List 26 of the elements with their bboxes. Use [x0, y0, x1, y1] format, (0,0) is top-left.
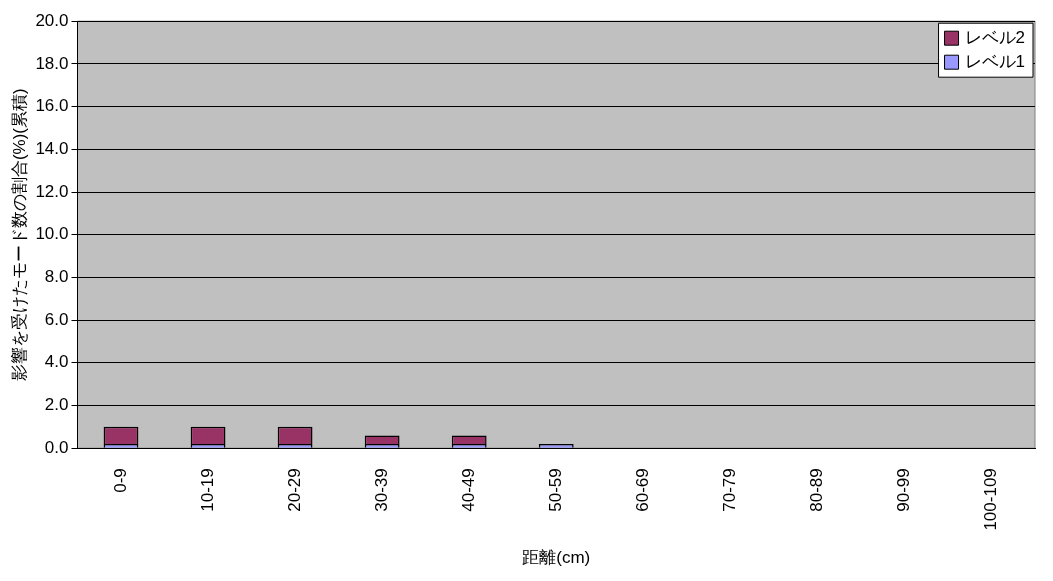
y-tick-label: 12.0 — [35, 181, 69, 201]
y-axis-title: 影響を受けたモード数の割合(%)(累積) — [9, 88, 29, 382]
x-tick-label: 100-109 — [981, 468, 1001, 531]
y-tick-label: 0.0 — [44, 437, 69, 457]
legend-label: レベル1 — [964, 51, 1026, 71]
x-tick-label: 10-19 — [197, 468, 217, 512]
y-tick-label: 6.0 — [44, 309, 69, 329]
x-tick-label: 90-99 — [894, 468, 914, 512]
legend-label: レベル2 — [964, 27, 1026, 47]
x-tick-label: 80-89 — [807, 468, 827, 512]
y-tick-label: 8.0 — [44, 267, 69, 287]
x-tick-label: 40-49 — [458, 468, 478, 512]
y-tick-label: 4.0 — [44, 352, 69, 372]
x-tick-label: 50-59 — [545, 468, 565, 512]
y-tick-label: 20.0 — [35, 10, 69, 30]
y-tick-label: 14.0 — [35, 138, 69, 158]
y-tick-label: 16.0 — [35, 96, 69, 116]
x-tick-label: 70-79 — [720, 468, 740, 512]
x-tick-label: 60-69 — [632, 468, 652, 512]
y-tick-label: 18.0 — [35, 53, 69, 73]
x-axis-title: 距離(cm) — [522, 548, 591, 568]
x-tick-label: 0-9 — [110, 468, 130, 493]
y-tick-label: 10.0 — [35, 224, 69, 244]
y-tick-label: 2.0 — [44, 395, 69, 415]
x-tick-label: 30-39 — [371, 468, 391, 512]
x-tick-label: 20-29 — [284, 468, 304, 512]
